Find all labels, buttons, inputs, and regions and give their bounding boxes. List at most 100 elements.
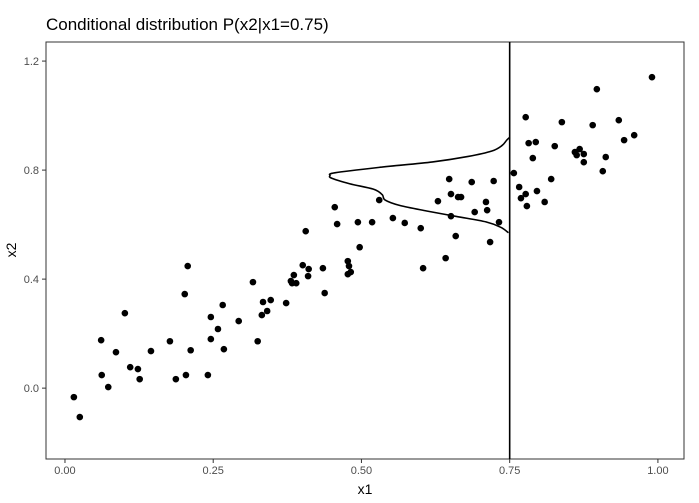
data-point bbox=[620, 136, 628, 144]
x-tick-label: 0.00 bbox=[54, 465, 75, 477]
data-point bbox=[486, 238, 494, 246]
data-point bbox=[304, 272, 312, 280]
data-point bbox=[580, 150, 588, 158]
data-point bbox=[529, 154, 537, 162]
data-point bbox=[219, 301, 226, 309]
data-point bbox=[305, 265, 312, 273]
y-axis-title: x2 bbox=[3, 242, 19, 257]
data-point bbox=[187, 346, 194, 354]
data-point bbox=[593, 85, 601, 93]
data-point bbox=[121, 309, 129, 317]
data-point bbox=[457, 193, 465, 201]
data-point bbox=[442, 254, 449, 262]
data-point bbox=[368, 218, 376, 226]
data-point bbox=[447, 190, 455, 198]
y-tick-label: 0.8 bbox=[24, 165, 39, 177]
data-point bbox=[204, 371, 212, 379]
x-axis-title: x1 bbox=[358, 481, 373, 497]
data-point bbox=[288, 279, 296, 287]
data-point bbox=[333, 220, 341, 228]
data-point bbox=[452, 232, 460, 240]
data-point bbox=[172, 375, 180, 383]
data-point bbox=[181, 290, 189, 298]
data-point bbox=[321, 289, 328, 297]
data-point bbox=[445, 175, 453, 183]
data-point bbox=[471, 208, 478, 216]
data-point bbox=[235, 317, 243, 325]
data-point bbox=[136, 375, 143, 383]
data-point bbox=[648, 73, 656, 81]
data-point bbox=[401, 219, 409, 227]
data-point bbox=[533, 187, 541, 195]
data-point bbox=[182, 371, 190, 379]
data-point bbox=[483, 206, 491, 214]
data-point bbox=[354, 218, 362, 226]
data-point bbox=[615, 116, 623, 124]
data-point bbox=[532, 138, 540, 146]
data-point bbox=[207, 313, 215, 321]
data-point bbox=[573, 151, 580, 159]
chart-title: Conditional distribution P(x2|x1=0.75) bbox=[46, 15, 329, 34]
data-point bbox=[299, 261, 307, 269]
data-point bbox=[522, 190, 529, 198]
data-point bbox=[522, 113, 529, 121]
data-point bbox=[282, 299, 290, 307]
x-tick-label: 1.00 bbox=[647, 465, 668, 477]
data-point bbox=[434, 197, 442, 205]
data-point bbox=[602, 153, 610, 161]
data-point bbox=[356, 243, 363, 251]
x-tick-label: 0.25 bbox=[202, 465, 223, 477]
data-point bbox=[207, 335, 215, 343]
data-point bbox=[482, 198, 490, 206]
data-point bbox=[259, 298, 267, 306]
data-point bbox=[344, 270, 352, 278]
points-layer bbox=[70, 73, 656, 421]
data-point bbox=[166, 337, 174, 345]
data-point bbox=[495, 218, 503, 226]
data-point bbox=[576, 145, 583, 153]
data-point bbox=[547, 175, 555, 183]
data-point bbox=[517, 194, 525, 202]
data-point bbox=[184, 262, 192, 270]
y-tick-label: 0.0 bbox=[24, 383, 39, 395]
data-point bbox=[515, 183, 523, 191]
y-tick-label: 1.2 bbox=[24, 56, 39, 68]
data-point bbox=[375, 196, 383, 204]
data-point bbox=[510, 169, 518, 177]
data-point bbox=[267, 296, 275, 304]
density-curve bbox=[328, 136, 511, 234]
plot-panel bbox=[45, 41, 685, 460]
data-point bbox=[525, 139, 532, 147]
data-point bbox=[630, 131, 638, 139]
y-axis: 0.0 0.4 0.8 1.2 bbox=[24, 56, 46, 395]
data-point bbox=[599, 167, 607, 175]
data-point bbox=[254, 337, 261, 345]
data-point bbox=[541, 198, 548, 206]
data-point bbox=[551, 142, 559, 150]
data-point bbox=[98, 371, 106, 379]
data-point bbox=[147, 347, 155, 355]
data-point bbox=[319, 264, 327, 272]
y-tick-label: 0.4 bbox=[24, 274, 39, 286]
data-point bbox=[558, 118, 566, 126]
data-point bbox=[345, 262, 353, 270]
data-point bbox=[76, 413, 84, 421]
data-point bbox=[70, 393, 78, 401]
data-point bbox=[417, 224, 425, 232]
data-point bbox=[490, 177, 497, 185]
data-point bbox=[389, 214, 397, 222]
data-point bbox=[112, 348, 120, 356]
data-point bbox=[580, 158, 588, 166]
x-axis: 0.00 0.25 0.50 0.75 1.00 bbox=[54, 459, 669, 477]
x-tick-label: 0.50 bbox=[351, 465, 372, 477]
data-point bbox=[214, 325, 222, 333]
data-point bbox=[97, 336, 105, 344]
data-point bbox=[104, 383, 112, 391]
data-point bbox=[419, 264, 427, 272]
data-point bbox=[523, 202, 531, 210]
data-point bbox=[589, 121, 596, 129]
data-point bbox=[134, 365, 142, 373]
data-point bbox=[290, 271, 298, 279]
